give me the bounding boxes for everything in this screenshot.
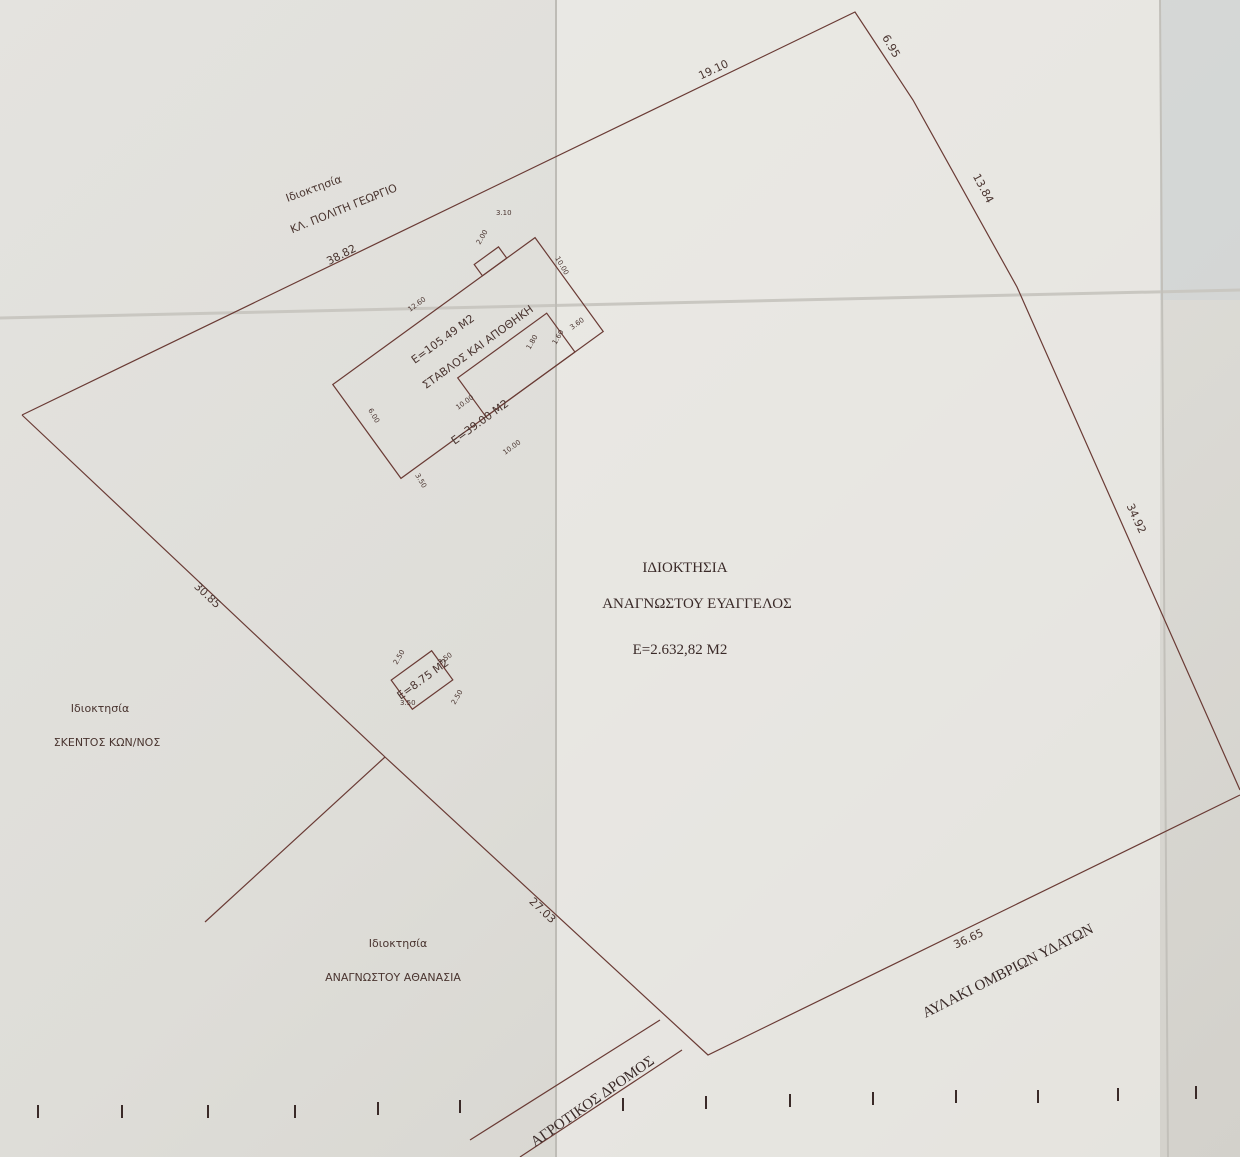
parcel-area: E=2.632,82 M2 xyxy=(633,642,728,658)
grid-paper xyxy=(1160,0,1240,300)
owner-label: Ιδιοκτησία xyxy=(369,937,427,950)
dim: 3.50 xyxy=(400,699,416,707)
owner-label: Ιδιοκτησία xyxy=(71,702,129,715)
parcel-title: ΙΔΙΟΚΤΗΣΙΑ xyxy=(642,560,727,576)
fold-panel xyxy=(555,0,1160,1157)
parcel-owner: ΑΝΑΓΝΩΣΤΟΥ ΕΥΑΓΓΕΛΟΣ xyxy=(602,596,792,612)
owner-name: ΑΝΑΓΝΩΣΤΟΥ ΑΘΑΝΑΣΙΑ xyxy=(325,971,461,984)
survey-plan: Ιδιοκτησία ΚΛ. ΠΟΛΙΤΗ ΓΕΩΡΓΙΟ Ιδιοκτησία… xyxy=(0,0,1240,1157)
owner-name: ΣΚΕΝΤΟΣ ΚΩΝ/ΝΟΣ xyxy=(54,736,161,749)
dim: 3.10 xyxy=(496,209,512,217)
